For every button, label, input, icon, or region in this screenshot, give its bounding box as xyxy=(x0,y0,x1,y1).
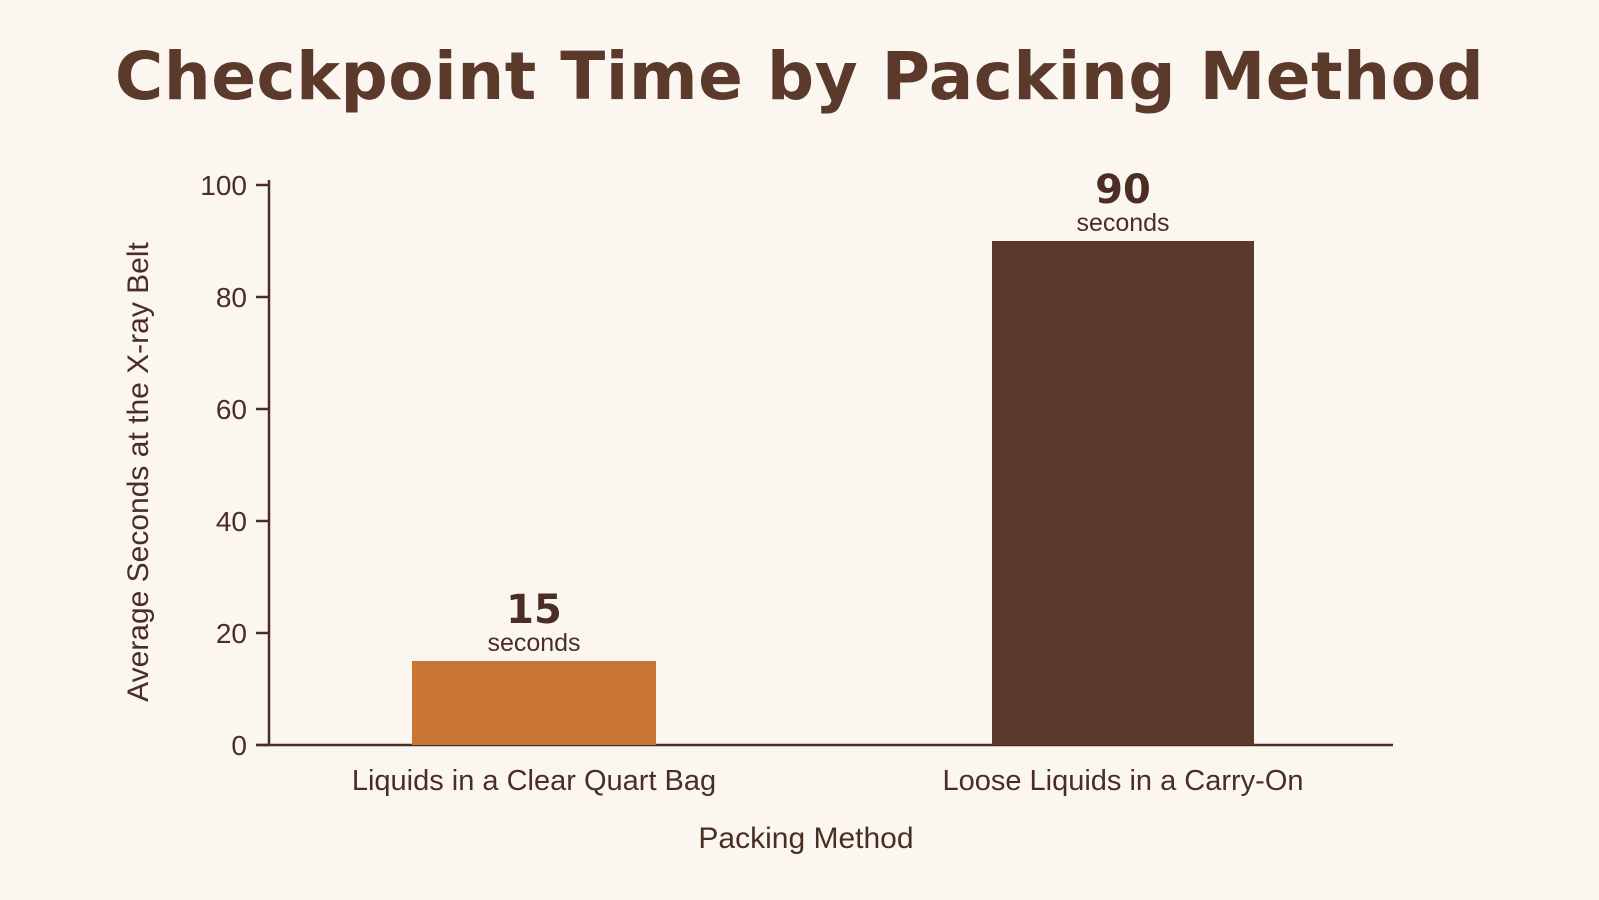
y-tick-label: 80 xyxy=(216,282,247,313)
x-axis-title: Packing Method xyxy=(698,822,913,855)
bar-value-label: 90 xyxy=(1095,167,1151,213)
data-labels: Liquids in a Clear Quart Bag15secondsLoo… xyxy=(352,167,1304,797)
y-tick-label: 20 xyxy=(216,618,247,649)
y-tick-label: 40 xyxy=(216,506,247,537)
bar-value-label: 15 xyxy=(506,587,562,633)
x-category-label: Liquids in a Clear Quart Bag xyxy=(352,765,716,797)
y-tick-label: 0 xyxy=(231,730,247,761)
bar-unit-label: seconds xyxy=(1076,209,1169,237)
y-tick-label: 100 xyxy=(200,170,247,201)
y-axis-ticks: 0 20 40 60 80 100 xyxy=(200,170,269,761)
bar xyxy=(992,241,1254,745)
chart-title: Checkpoint Time by Packing Method xyxy=(114,38,1485,115)
bar xyxy=(412,661,656,745)
y-axis-title: Average Seconds at the X-ray Belt xyxy=(122,241,155,701)
y-tick-label: 60 xyxy=(216,394,247,425)
bars xyxy=(412,241,1254,745)
bar-unit-label: seconds xyxy=(487,629,580,657)
x-category-label: Loose Liquids in a Carry-On xyxy=(942,765,1303,797)
